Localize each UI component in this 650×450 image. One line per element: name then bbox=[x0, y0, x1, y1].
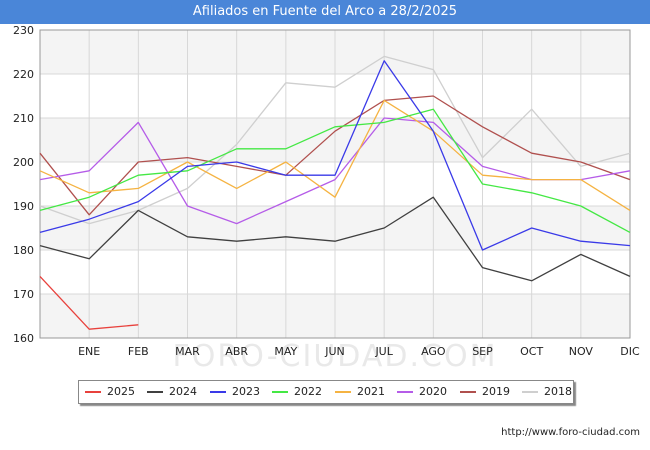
title-bar bbox=[0, 0, 650, 24]
series-line-2023 bbox=[39, 60, 631, 251]
y-tick-label: 190 bbox=[13, 200, 34, 213]
y-tick-label: 180 bbox=[13, 244, 34, 257]
legend-label: 2018 bbox=[544, 385, 572, 398]
x-tick-label: JUL bbox=[374, 345, 393, 358]
x-tick-label: DIC bbox=[620, 345, 640, 358]
x-tick-label: OCT bbox=[520, 345, 543, 358]
legend-swatch bbox=[147, 391, 163, 393]
series-line-2021 bbox=[39, 99, 631, 211]
x-tick-label: ENE bbox=[78, 345, 100, 358]
y-tick-label: 200 bbox=[13, 156, 34, 169]
chart-title: Afiliados en Fuente del Arco a 28/2/2025 bbox=[192, 4, 458, 19]
legend-label: 2021 bbox=[357, 385, 385, 398]
source-url: http://www.foro-ciudad.com bbox=[501, 427, 640, 438]
y-tick-label: 220 bbox=[13, 68, 34, 81]
x-tick-label: SEP bbox=[472, 345, 493, 358]
series-line-2019 bbox=[39, 95, 631, 216]
y-tick-label: 160 bbox=[13, 332, 34, 345]
series-line-2025 bbox=[39, 275, 139, 330]
y-tick-label: 230 bbox=[13, 24, 34, 37]
legend-label: 2023 bbox=[232, 385, 260, 398]
y-tick-label: 210 bbox=[13, 112, 34, 125]
x-tick-label: JUN bbox=[324, 345, 345, 358]
x-tick-label: ABR bbox=[225, 345, 248, 358]
legend-swatch bbox=[210, 391, 226, 393]
legend-swatch bbox=[272, 391, 288, 393]
legend-swatch bbox=[397, 391, 413, 393]
y-tick-label: 170 bbox=[13, 288, 34, 301]
legend-label: 2019 bbox=[482, 385, 510, 398]
x-tick-label: MAY bbox=[274, 345, 297, 358]
chart-legend: 2025 2024 2023 2022 2021 2020 2019 2018 bbox=[78, 380, 574, 404]
x-tick-label: AGO bbox=[421, 345, 446, 358]
legend-swatch bbox=[335, 391, 351, 393]
x-tick-label: FEB bbox=[128, 345, 149, 358]
series-line-2024 bbox=[39, 196, 631, 282]
legend-swatch bbox=[522, 391, 538, 393]
x-tick-label: MAR bbox=[175, 345, 200, 358]
legend-swatch bbox=[85, 391, 101, 393]
plot-border bbox=[39, 29, 631, 339]
watermark: FORO-CIUDAD.COM bbox=[173, 339, 498, 374]
legend-label: 2024 bbox=[169, 385, 197, 398]
x-tick-label: NOV bbox=[569, 345, 594, 358]
legend-label: 2022 bbox=[294, 385, 322, 398]
legend-label: 2025 bbox=[107, 385, 135, 398]
series-line-2022 bbox=[39, 108, 631, 233]
legend-swatch bbox=[460, 391, 476, 393]
legend-label: 2020 bbox=[419, 385, 447, 398]
